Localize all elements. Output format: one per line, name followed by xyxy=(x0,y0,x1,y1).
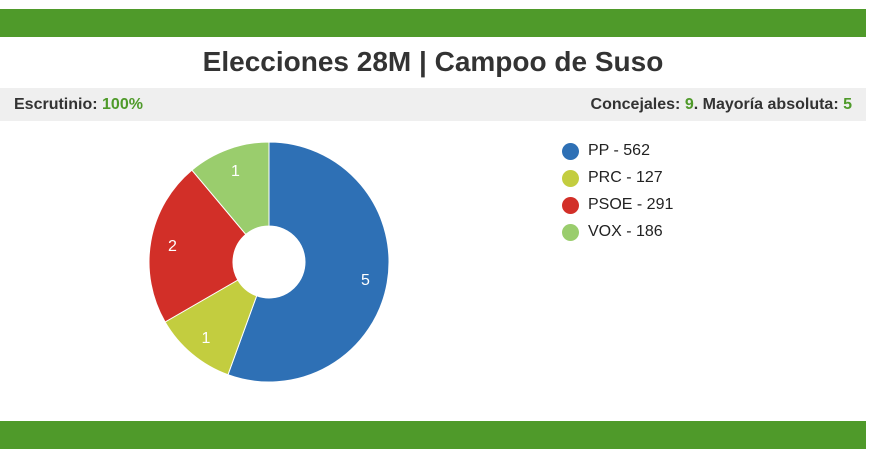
legend-label: PSOE - 291 xyxy=(588,196,674,213)
page-title: Elecciones 28M | Campoo de Suso xyxy=(202,46,664,77)
councillors-info: Concejales: 9. Mayoría absoluta: 5 xyxy=(591,96,852,114)
slice-vox[interactable] xyxy=(191,141,270,236)
top-accent-bar xyxy=(0,9,866,37)
scrutiny-info: Escrutinio: 100% xyxy=(14,96,143,114)
slice-label-psoe: 2 xyxy=(168,238,177,255)
slice-label-prc: 1 xyxy=(202,330,211,347)
legend-dot-icon xyxy=(562,143,579,160)
legend-label: VOX - 186 xyxy=(588,223,663,240)
majority-value: 5 xyxy=(843,96,852,113)
councillors-label: Concejales: xyxy=(590,96,681,113)
majority-label: . Mayoría absoluta: xyxy=(693,96,839,113)
legend-label: PRC - 127 xyxy=(588,169,663,186)
legend-dot-icon xyxy=(562,170,579,187)
legend-dot-icon xyxy=(562,197,579,214)
slice-label-pp: 5 xyxy=(361,272,370,289)
scrutiny-value: 100% xyxy=(102,96,143,113)
slice-psoe[interactable] xyxy=(148,169,247,323)
info-bar: Escrutinio: 100% Concejales: 9. Mayoría … xyxy=(0,88,866,121)
bottom-accent-bar xyxy=(0,421,866,449)
legend-dot-icon xyxy=(562,224,579,241)
legend-label: PP - 562 xyxy=(588,142,650,159)
seats-donut-chart: 5 1 2 1 xyxy=(148,141,390,383)
councillors-value: 9 xyxy=(684,96,694,113)
slice-pp[interactable] xyxy=(227,141,390,383)
slice-label-vox: 1 xyxy=(231,163,240,180)
scrutiny-label: Escrutinio: xyxy=(14,96,98,113)
